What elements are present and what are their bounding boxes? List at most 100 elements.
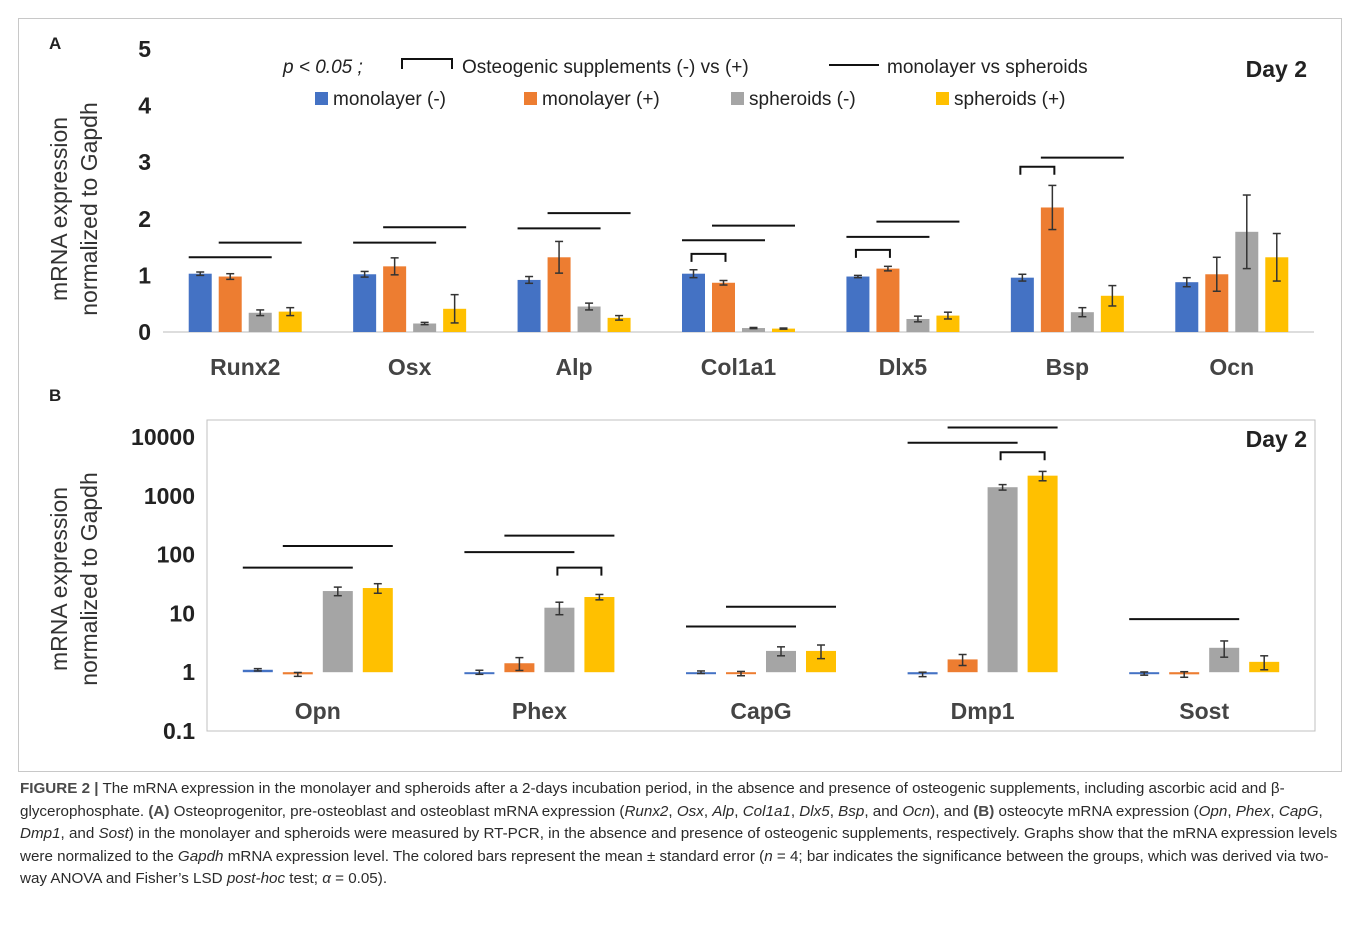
panel-b-y-title-2: normalized to Gapdh xyxy=(76,472,102,686)
caption-gene-name: Sost xyxy=(98,825,129,842)
caption-separator: , and xyxy=(60,825,99,842)
y-tick-label: 2 xyxy=(138,206,151,232)
bar xyxy=(987,487,1018,673)
caption-gene-name: Osx xyxy=(676,802,704,820)
bar xyxy=(712,282,735,332)
bar xyxy=(766,650,796,673)
bar xyxy=(1265,257,1289,332)
caption-gene-name: CapG xyxy=(1278,802,1319,820)
panel-b-label: B xyxy=(49,386,61,405)
caption-gene-name: Runx2 xyxy=(624,802,669,820)
legend-swatch-monolayer-plus xyxy=(524,92,537,105)
panel-b-plot-frame xyxy=(206,419,1316,732)
caption-text: = 0.05). xyxy=(330,870,388,887)
bar xyxy=(362,588,393,673)
y-tick-label: 1 xyxy=(182,659,195,685)
y-tick-label: 4 xyxy=(138,93,151,119)
bar xyxy=(413,323,437,332)
caption-figure-label: FIGURE 2 | xyxy=(20,780,99,797)
caption-gene-name: Dmp1 xyxy=(20,825,61,842)
bar xyxy=(1235,231,1259,332)
caption-separator: , xyxy=(790,802,800,820)
y-tick-label: 10 xyxy=(169,600,195,626)
caption-separator: , xyxy=(1270,802,1279,820)
x-tick-label: Ocn xyxy=(1209,354,1254,380)
x-tick-label: Col1a1 xyxy=(701,354,777,380)
bar xyxy=(383,266,407,332)
bar xyxy=(278,311,302,332)
caption-text: ), and xyxy=(930,802,974,820)
figure-svg: A Day 2 mRNA expression normalized to Ga… xyxy=(46,34,1316,744)
x-tick-label: Phex xyxy=(512,698,567,724)
bar xyxy=(1205,274,1229,332)
x-tick-label: Dmp1 xyxy=(951,698,1015,724)
panel-a-y-title-2: normalized to Gapdh xyxy=(76,102,102,316)
caption-text: Osteoprogenitor, pre-osteoblast and oste… xyxy=(169,802,625,820)
caption-gene-name: Bsp xyxy=(838,802,865,820)
legend-bracket-label: Osteogenic supplements (-) vs (+) xyxy=(462,57,749,78)
y-tick-label: 3 xyxy=(138,149,151,175)
bar xyxy=(547,257,571,332)
caption-italic: α xyxy=(322,870,331,887)
bar xyxy=(1100,295,1124,332)
panel-a-label: A xyxy=(49,34,61,53)
x-tick-label: Alp xyxy=(556,354,593,380)
significance-bracket xyxy=(690,252,727,262)
caption-gene-name: Phex xyxy=(1235,802,1271,820)
bar xyxy=(1040,207,1064,332)
legend-label-spheroids-minus: spheroids (-) xyxy=(749,89,856,110)
y-tick-label: 0.1 xyxy=(163,718,195,744)
caption-text: ) in the monolayer and spheroids were me… xyxy=(20,825,1338,865)
bar xyxy=(322,591,353,673)
significance-bracket xyxy=(854,248,891,258)
bar xyxy=(544,607,575,673)
figure-caption: FIGURE 2 | The mRNA expression in the mo… xyxy=(20,778,1340,891)
figure-panel: A Day 2 mRNA expression normalized to Ga… xyxy=(18,18,1342,772)
y-tick-label: 100 xyxy=(157,542,195,568)
caption-gene-name: Ocn xyxy=(902,802,931,820)
legend-bracket-icon xyxy=(401,58,453,69)
caption-gene-name: Opn xyxy=(1198,802,1228,820)
x-tick-label: Bsp xyxy=(1046,354,1089,380)
caption-text: osteocyte mRNA expression ( xyxy=(994,802,1199,820)
x-tick-label: Runx2 xyxy=(210,354,280,380)
caption-panel-a-label: (A) xyxy=(148,802,170,820)
y-tick-label: 1000 xyxy=(144,483,195,509)
significance-bracket xyxy=(1019,165,1056,175)
bar xyxy=(188,273,212,332)
legend-swatch-spheroids-minus xyxy=(731,92,744,105)
x-tick-label: Osx xyxy=(388,354,432,380)
y-tick-label: 1 xyxy=(138,262,151,288)
panel-a-y-title-1: mRNA expression xyxy=(46,117,72,301)
significance-bracket xyxy=(999,451,1046,461)
bar xyxy=(906,318,930,332)
caption-separator: , xyxy=(1227,802,1236,820)
caption-separator: , xyxy=(668,802,677,820)
caption-text: The mRNA expression in the monolayer and… xyxy=(20,780,1285,820)
y-tick-label: 0 xyxy=(138,319,151,345)
x-tick-label: Dlx5 xyxy=(879,354,928,380)
caption-separator: , and xyxy=(864,802,903,820)
bar xyxy=(584,597,615,673)
bar xyxy=(353,274,377,332)
bar xyxy=(1175,282,1199,332)
panel-a-day-label: Day 2 xyxy=(1246,56,1307,82)
caption-gene-name: Col1a1 xyxy=(742,802,791,820)
bar xyxy=(742,328,765,332)
bar xyxy=(846,276,870,332)
y-tick-label: 10000 xyxy=(131,424,195,450)
caption-gene-name: Dlx5 xyxy=(799,802,830,820)
caption-gene-name: Alp xyxy=(712,802,735,820)
x-tick-label: CapG xyxy=(730,698,791,724)
bar xyxy=(772,328,795,332)
legend-swatch-spheroids-plus xyxy=(936,92,949,105)
bar xyxy=(248,312,272,332)
caption-italic: post-hoc xyxy=(226,870,286,887)
y-tick-label: 5 xyxy=(138,36,151,62)
caption-panel-b-label: (B) xyxy=(973,802,995,820)
bar xyxy=(218,276,242,332)
bar xyxy=(806,650,836,673)
legend-swatch-monolayer-minus xyxy=(315,92,328,105)
bar xyxy=(517,279,541,332)
caption-text: = 4; bar indicates the significance betw… xyxy=(20,847,1329,888)
